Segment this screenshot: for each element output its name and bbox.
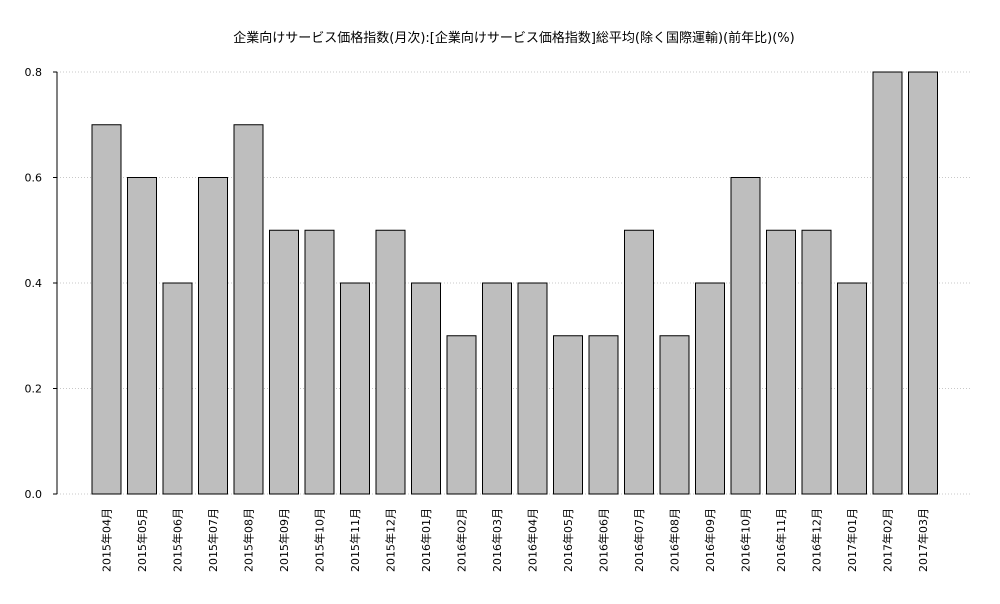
y-tick-label: 0.8 [25,66,43,79]
y-tick-label: 0.4 [25,277,43,290]
x-tick-label: 2016年09月 [703,508,717,572]
bar [198,177,228,495]
bar [908,71,938,495]
bar [553,335,583,495]
x-tick-label: 2015年11月 [348,508,362,572]
bar [127,177,157,495]
x-tick-label: 2015年08月 [242,508,256,572]
bar [482,282,512,495]
chart-title: 企業向けサービス価格指数(月次):[企業向けサービス価格指数]総平均(除く国際運… [233,30,794,46]
x-tick-label: 2016年01月 [419,508,433,572]
y-tick-label: 0.2 [25,383,43,396]
x-tick-label: 2016年04月 [526,508,540,572]
x-tick-label: 2016年07月 [632,508,646,572]
x-tick-label: 2016年12月 [810,508,824,572]
x-axis-labels: 2015年04月 2015年05月 2015年06月 2015年07月 2015年08月… [100,508,931,572]
x-tick-label: 2015年10月 [313,508,327,572]
x-tick-label: 2016年02月 [455,508,469,572]
x-tick-label: 2015年06月 [171,508,185,572]
bar [517,282,548,495]
y-axis: 0.0 0.2 0.4 0.6 0.8 [25,66,58,501]
bar [162,282,193,495]
x-tick-label: 2016年06月 [597,508,611,572]
bar [446,335,477,495]
x-tick-label: 2016年05月 [561,508,575,572]
bar [269,229,299,495]
bar [872,71,903,495]
x-tick-label: 2015年04月 [100,508,114,572]
x-tick-label: 2015年05月 [135,508,149,572]
bar [695,282,725,495]
bar [304,229,335,495]
x-tick-label: 2016年11月 [774,508,788,572]
bar [624,229,654,495]
x-tick-label: 2015年07月 [206,508,220,572]
bars [91,71,938,495]
grid-lines [57,71,972,495]
y-tick-label: 0.0 [25,488,43,501]
bar [659,335,690,495]
x-tick-label: 2016年10月 [739,508,753,572]
y-tick-label: 0.6 [25,172,43,185]
x-tick-label: 2015年12月 [384,508,398,572]
bar [766,229,796,495]
x-tick-label: 2015年09月 [277,508,291,572]
bar [233,124,264,495]
bar [375,229,406,495]
bar [411,282,441,495]
bar [588,335,619,495]
bar [730,177,761,495]
x-tick-label: 2016年08月 [668,508,682,572]
bar [801,229,832,495]
bar [837,282,867,495]
x-tick-label: 2017年02月 [881,508,895,572]
x-tick-label: 2017年01月 [845,508,859,572]
bar [91,124,122,495]
x-tick-label: 2016年03月 [490,508,504,572]
bar [340,282,370,495]
x-tick-label: 2017年03月 [916,508,930,572]
